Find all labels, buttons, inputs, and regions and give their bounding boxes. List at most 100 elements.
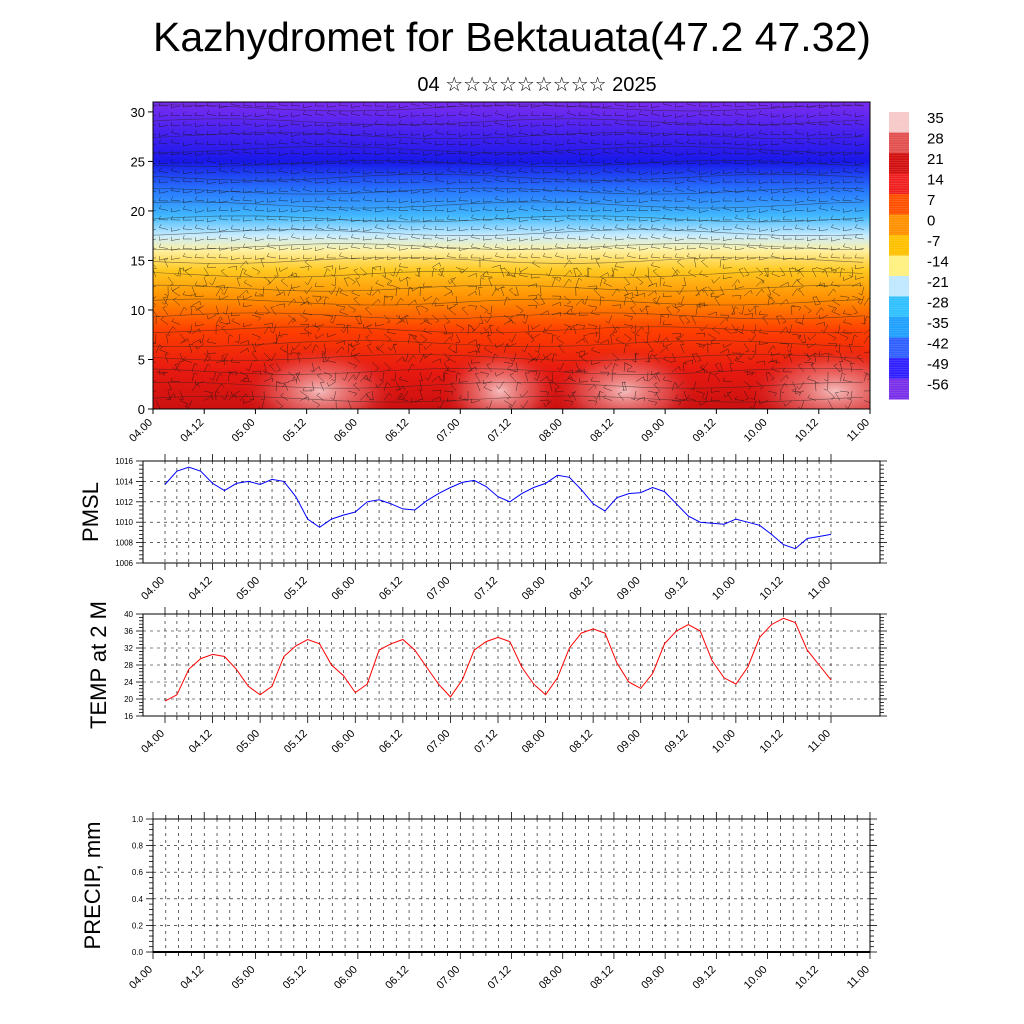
colorbar-label: -49 [927,356,949,373]
ytick-label: 1.0 [132,815,144,824]
xtick-label: 08.00 [520,728,548,756]
heatmap-xtick-label: 10.12 [793,417,821,445]
heatmap-xtick-label: 07.00 [434,417,462,445]
colorbar-label: -21 [927,274,949,291]
temp-panel: 16 20 24 28 32 36 40 04.00 04.12 05.00 05.12 06.00 0… [86,601,887,756]
colorbar-label: -14 [927,254,949,271]
warm-cell-1 [440,346,560,409]
yticks [136,454,887,570]
xtick-label: 04.00 [127,964,155,992]
heatmap-ytick-label: 0 [138,402,145,417]
colorbar-swatch [889,358,909,379]
xtick-label: 05.12 [282,575,310,603]
precip-panel: 0.0 0.2 0.4 0.6 0.8 1.0 04.00 04.12 05.00 05.12 06… [80,812,877,992]
ytick-label: 0.8 [132,842,144,851]
heatmap-xtick-label: 08.00 [537,417,565,445]
xtick-label: 04.12 [178,964,206,992]
heatmap-xtick-label: 06.12 [383,417,411,445]
heatmap-xtick-label: 04.00 [127,417,155,445]
ytick-label: 0.4 [132,895,144,904]
ytick-label: 20 [124,695,133,704]
xtick-label: 07.00 [425,728,453,756]
xtick-label: 05.00 [234,728,262,756]
panel-frame [142,460,881,564]
xtick-label: 10.12 [758,728,786,756]
colorbar-swatch [889,112,909,133]
colorbar-label: 7 [927,192,935,209]
colorbar-swatch [889,173,909,195]
xtick-label: 04.00 [139,728,167,756]
xtick-label: 11.00 [806,728,833,755]
xtick-label: 08.00 [537,964,565,992]
xtick-label: 06.12 [377,728,405,756]
ytick-label: 40 [124,610,133,619]
xtick-label: 08.12 [567,575,595,603]
gridlines [143,613,880,717]
heatmap-xtick-label: 06.00 [332,417,360,445]
heatmap-xtick-label: 09.00 [639,417,667,445]
xtick-label: 08.00 [520,575,548,603]
wind-barbs [153,102,870,409]
chart-subtitle: 04 ☆☆☆☆☆☆☆☆☆ 2025 [417,74,657,96]
xtick-label: 09.12 [662,575,690,603]
ytick-label: 1010 [115,518,133,527]
surface-warm-cells [240,346,870,409]
xtick-label: 07.00 [425,575,453,603]
xtick-label: 08.12 [567,728,595,756]
pmsl-ylabel: PMSL [78,482,103,542]
xtick-label: 07.00 [434,964,462,992]
heatmap-ytick-label: 5 [138,352,145,367]
xtick-label: 09.12 [691,964,719,992]
xtick-label: 04.00 [139,575,167,603]
pmsl-panel: 1006 1008 1010 1012 1014 1016 04.00 04.12 05.00 0… [78,454,887,603]
colorbar-swatch [889,296,909,318]
colorbar-swatch [889,153,909,174]
precip-ylabel: PRECIP, mm [80,822,105,950]
ytick-label: 0.2 [132,921,144,930]
ytick-label: 0.6 [132,868,144,877]
colorbar-label: 0 [927,213,935,230]
colorbar-label: 21 [927,151,944,168]
colorbar-swatch [889,255,909,277]
xtick-label: 10.12 [758,575,786,603]
colorbar-label: 35 [927,110,944,127]
xtick-label: 10.00 [710,728,738,756]
heatmap-xtick-label: 05.12 [281,417,309,445]
heatmap-xtick-label: 08.12 [588,417,616,445]
heatmap-ytick-label: 25 [131,154,145,169]
xtick-label: 09.12 [662,728,690,756]
colorbar-swatch [889,317,909,338]
ytick-label: 1008 [115,539,133,548]
ytick-label: 36 [124,627,133,636]
ytick-label: 32 [124,644,133,653]
colorbar-label: 28 [927,131,944,148]
colorbar-label: -35 [927,315,949,332]
gridlines [152,818,871,953]
ytick-label: 0.0 [132,948,144,957]
ytick-label: 28 [124,661,133,670]
ytick-label: 1012 [115,498,133,507]
colorbar-swatch [889,132,909,154]
xtick-label: 06.12 [383,964,411,992]
pmsl-series-line [164,466,832,550]
xtick-label: 06.00 [329,728,357,756]
ytick-label: 24 [124,678,133,687]
ytick-label: 1016 [115,457,133,466]
colorbar: 35 28 21 14 7 0 -7 -14 -21 -28 -35 -42 -49 -56 [889,110,949,400]
heatmap-xtick-label: 07.12 [486,417,514,445]
xtick-label: 11.00 [845,964,872,991]
xtick-label: 09.00 [615,575,643,603]
colorbar-swatch [889,214,909,236]
xtick-label: 06.00 [329,575,357,603]
xtick-label: 08.12 [588,964,616,992]
xtick-label: 11.00 [806,575,833,602]
xtick-label: 10.00 [710,575,738,603]
heatmap-ytick-label: 20 [131,204,145,219]
temp-2m-series-line [164,617,832,702]
heatmap-ytick-label: 30 [131,105,145,120]
xtick-label: 10.12 [793,964,821,992]
xtick-label: 04.12 [187,728,215,756]
heatmap-ytick-label: 15 [131,253,145,268]
colorbar-swatch [889,276,909,297]
